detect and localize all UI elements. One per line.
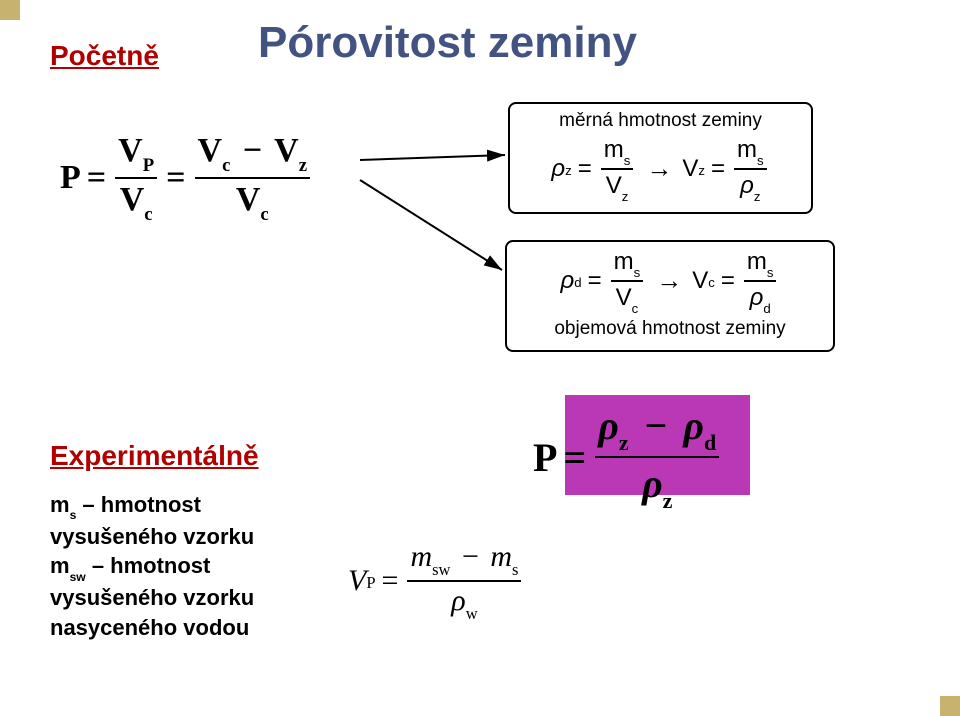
equation-main: P = VP Vc = Vc − Vz Vc bbox=[60, 132, 313, 224]
corner-decoration bbox=[940, 696, 960, 716]
fraction-vc-vz-vc: Vc − Vz Vc bbox=[195, 132, 310, 224]
card-merna-hmotnost: měrná hmotnost zeminy ρz = ms Vz → Vz = … bbox=[508, 102, 813, 214]
page-title: Pórovitost zeminy bbox=[258, 18, 637, 68]
slide-page: Pórovitost zeminy Početně P = VP Vc = Vc… bbox=[0, 0, 960, 716]
label-experimentalne: Experimentálně bbox=[50, 440, 259, 472]
card-equation: ρd = ms Vc → Vc = ms ρd bbox=[521, 248, 819, 314]
card-objemova-hmotnost: ρd = ms Vc → Vc = ms ρd objemová hmotnos… bbox=[505, 240, 835, 352]
experiment-text: ms – hmotnost vysušeného vzorku msw – hm… bbox=[50, 490, 340, 642]
arrow-icon: → bbox=[656, 265, 682, 296]
card-title: měrná hmotnost zeminy bbox=[524, 110, 797, 132]
card-equation: ρz = ms Vz → Vz = ms ρz bbox=[524, 136, 797, 202]
arrow-icon: → bbox=[646, 153, 672, 184]
fraction-vp-vc: VP Vc bbox=[115, 132, 157, 224]
equation-result: P = ρz − ρd ρz bbox=[533, 402, 722, 512]
equals: = bbox=[166, 159, 185, 197]
corner-decoration bbox=[0, 0, 20, 20]
card-title: objemová hmotnost zeminy bbox=[521, 318, 819, 340]
var-P: P bbox=[60, 159, 81, 197]
equation-vp: VP = msw − ms ρw bbox=[348, 540, 524, 622]
label-pocetne: Početně bbox=[50, 40, 159, 72]
equals: = bbox=[87, 159, 106, 197]
